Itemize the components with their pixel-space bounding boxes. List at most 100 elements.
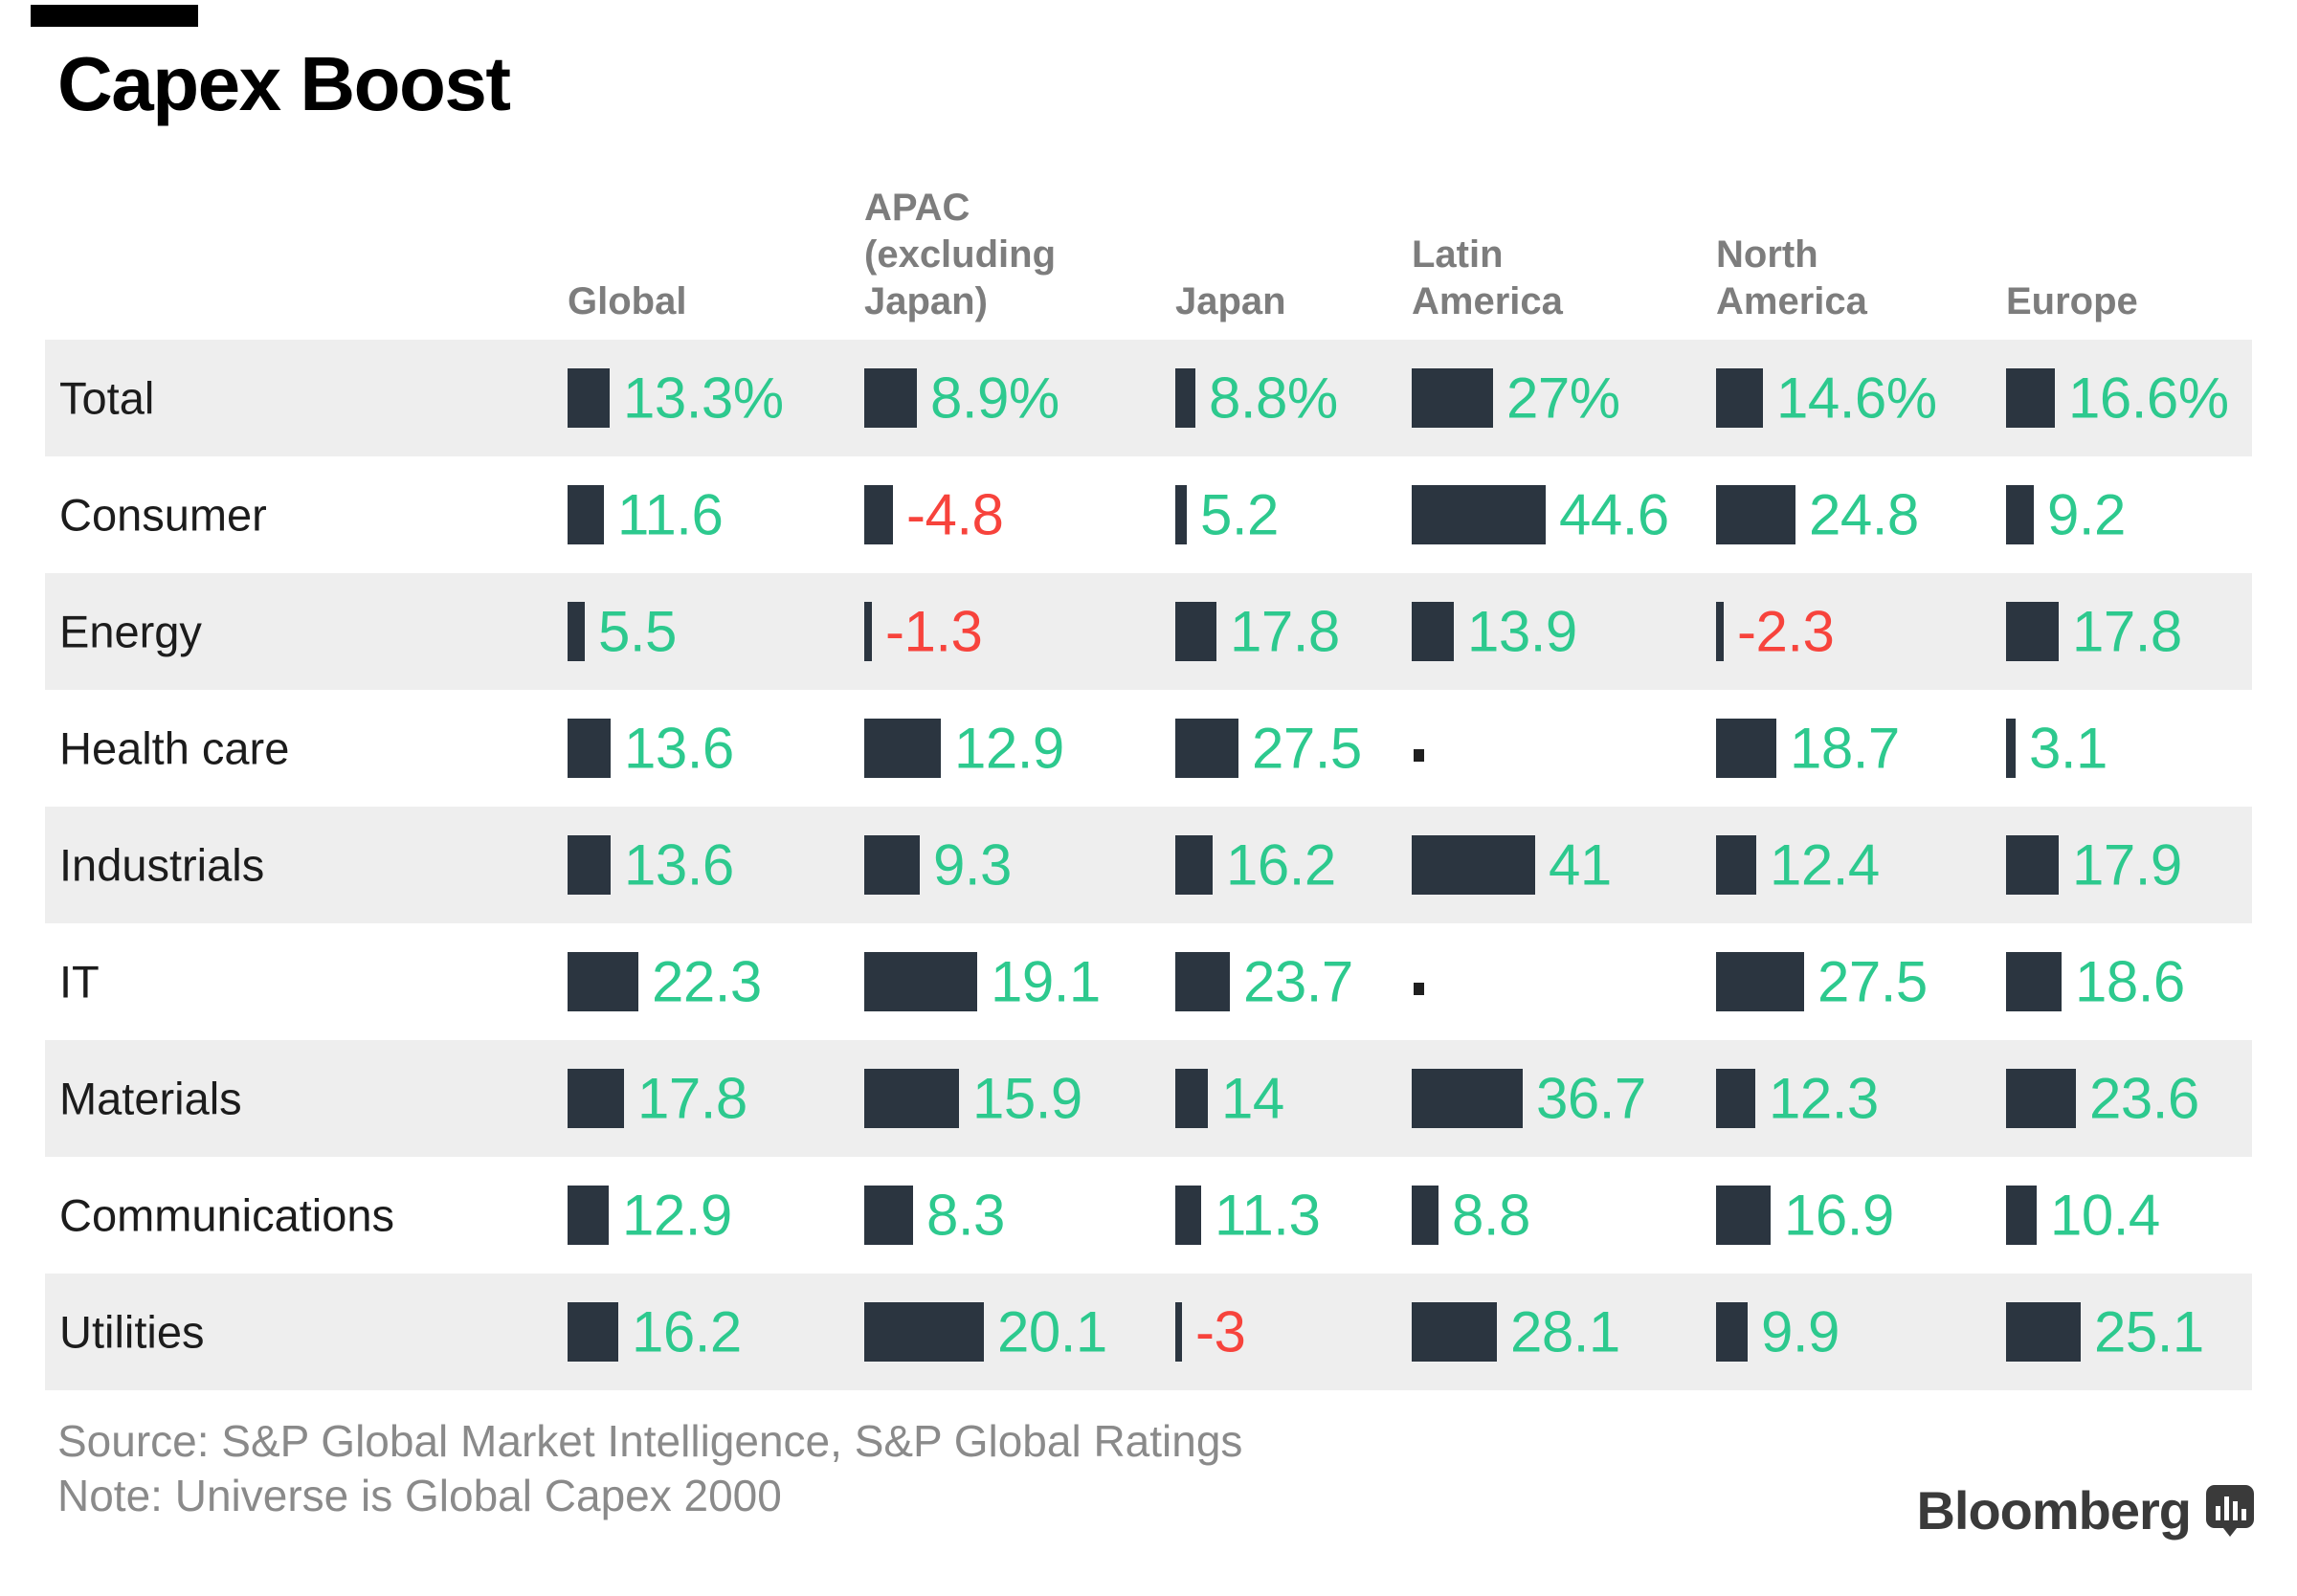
value-text: 9.2 [2047,482,2126,547]
value-text: 18.7 [1790,716,1900,781]
value-bar [864,835,920,895]
value-text: 13.6 [624,716,734,781]
value-bar [2006,1302,2081,1362]
value-text: 12.3 [1769,1066,1879,1131]
value-bar [1716,719,1776,778]
value-text: 16.2 [632,1299,742,1364]
column-header-line: Latin [1412,233,1504,276]
row-label: Health care [59,722,290,774]
value-text: 27% [1506,366,1620,431]
value-bar [568,1186,609,1245]
value-text: 3.1 [2029,716,2107,781]
value-text: 13.3% [623,366,784,431]
value-bar [1412,1302,1497,1362]
value-text: 20.1 [997,1299,1107,1364]
value-text: 8.3 [926,1183,1005,1248]
column-header-line: Japan [1175,280,1286,322]
note-line: Note: Universe is Global Capex 2000 [57,1471,782,1520]
value-bar [568,1069,624,1128]
value-text: 12.4 [1770,832,1880,898]
row-label: Consumer [59,489,267,541]
value-bar [1412,485,1546,544]
column-header-line: Japan) [864,280,988,322]
column-header-line: Global [568,280,687,322]
value-bar [1175,1186,1201,1245]
value-text: 41 [1549,832,1612,898]
column-header-global: Global [568,278,686,325]
source-line: Source: S&P Global Market Intelligence, … [57,1416,1243,1466]
value-bar [864,719,941,778]
table-row-total: Total 13.3% 8.9% 8.8% 27% 14.6% 16.6% [45,340,2252,456]
value-bar [1716,368,1763,428]
value-bar [2006,1186,2037,1245]
value-bar [2006,368,2055,428]
value-bar [1175,485,1187,544]
value-text: 16.2 [1226,832,1336,898]
value-bar [864,952,977,1011]
column-header-line: APAC [864,187,970,229]
value-text: 14 [1221,1066,1284,1131]
value-bar [1175,1302,1182,1362]
value-bar [864,1302,984,1362]
column-header-japan: Japan [1175,278,1286,325]
row-label: Materials [59,1073,242,1124]
value-text: 9.9 [1761,1299,1840,1364]
value-text: -1.3 [885,599,983,664]
value-text: 36.7 [1536,1066,1646,1131]
row-label: Energy [59,606,202,657]
value-text: 16.6% [2068,366,2229,431]
value-text: 44.6 [1559,482,1669,547]
column-header-line: America [1716,280,1867,322]
source-note: Source: S&P Global Market Intelligence, … [57,1414,1242,1523]
value-text: 27.5 [1252,716,1362,781]
column-headers: Global APAC (excluding Japan) Japan Latin Amer… [0,144,2297,331]
value-bar [568,368,610,428]
value-bar [1716,1302,1748,1362]
value-text: 5.5 [598,599,677,664]
row-label: Industrials [59,839,265,891]
value-text: 17.8 [637,1066,747,1131]
value-bar [568,1302,618,1362]
value-text: 17.8 [1230,599,1340,664]
value-bar [1175,602,1216,661]
value-bar [568,719,611,778]
value-bar [1412,835,1535,895]
value-bar [1412,1186,1438,1245]
value-text: 8.8% [1209,366,1338,431]
value-text: 10.4 [2050,1183,2160,1248]
table-row-it: IT 22.3 19.1 23.7 27.5 18.6 [45,923,2252,1040]
value-bar [1412,602,1454,661]
bloomberg-logo: Bloomberg [1916,1479,2254,1541]
value-text: 23.7 [1243,949,1353,1014]
value-bar [1412,368,1493,428]
value-bar [1716,952,1804,1011]
table-row-communications: Communications 12.9 8.3 11.3 8.8 16.9 10.4 [45,1157,2252,1274]
value-text: 12.9 [622,1183,732,1248]
value-text: 17.9 [2072,832,2182,898]
column-header-line: Europe [2006,280,2138,322]
value-bar [1175,719,1238,778]
table-row-consumer: Consumer 11.6 -4.8 5.2 44.6 24.8 9.2 [45,456,2252,573]
value-bar [864,1186,913,1245]
value-text: 12.9 [954,716,1064,781]
value-text: 17.8 [2072,599,2182,664]
value-bar [2006,835,2059,895]
value-bar [568,602,585,661]
value-bar [568,835,611,895]
value-text: 13.9 [1467,599,1577,664]
value-text: 25.1 [2094,1299,2204,1364]
value-bar [1412,1069,1523,1128]
value-text: 19.1 [991,949,1101,1014]
value-text: 11.6 [617,482,724,547]
capex-table: Total 13.3% 8.9% 8.8% 27% 14.6% 16.6% Consumer 1… [0,340,2297,1390]
value-bar [864,602,872,661]
no-data-dot [1414,983,1424,995]
table-row-health-care: Health care 13.6 12.9 27.5 18.7 3.1 [45,690,2252,807]
value-bar [1716,485,1795,544]
value-text: -2.3 [1737,599,1835,664]
value-text: 8.9% [930,366,1059,431]
value-bar [2006,719,2016,778]
value-text: 5.2 [1200,482,1279,547]
value-bar [1716,1069,1755,1128]
value-bar [2006,952,2062,1011]
